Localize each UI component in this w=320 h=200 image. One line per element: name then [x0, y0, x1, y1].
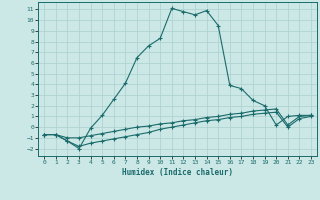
X-axis label: Humidex (Indice chaleur): Humidex (Indice chaleur) — [122, 168, 233, 177]
